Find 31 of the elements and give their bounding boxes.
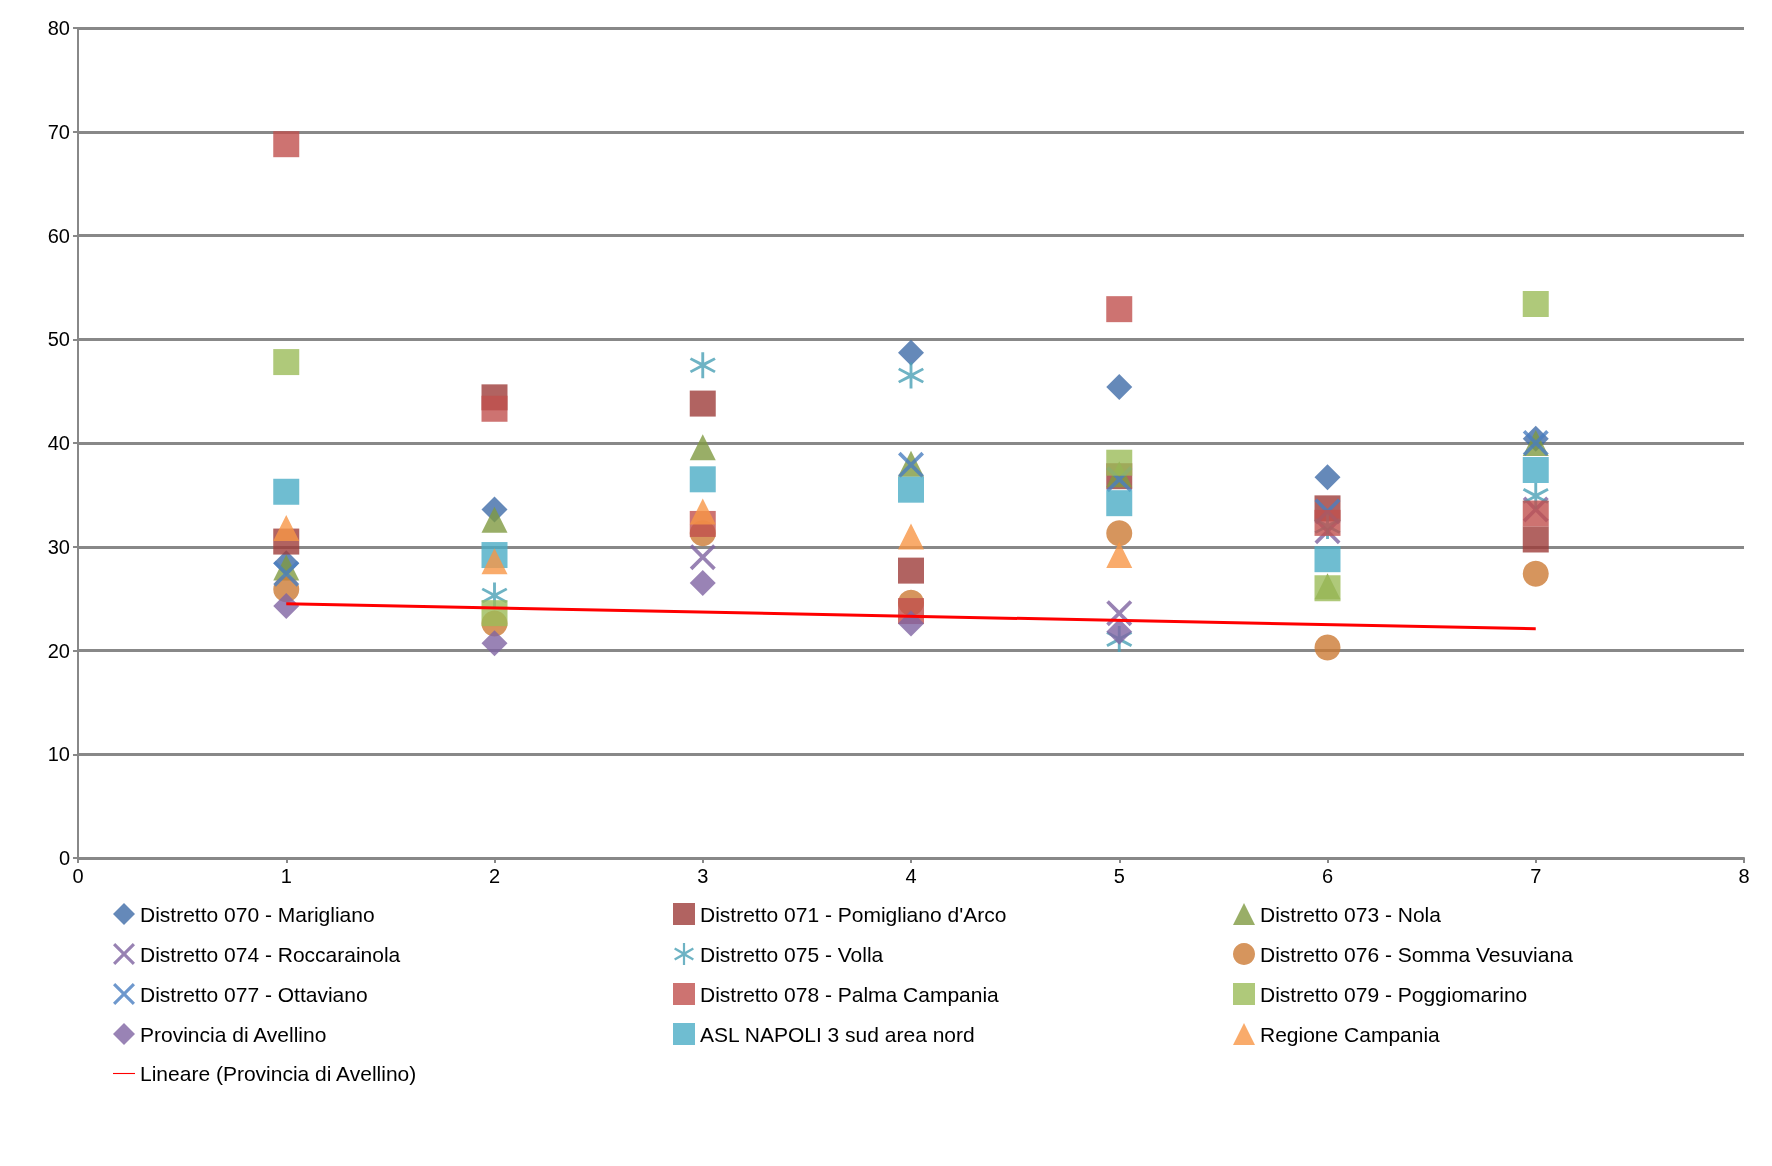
y-tick-label: 50 — [47, 328, 70, 351]
legend-label: Distretto 071 - Pomigliano d'Arco — [700, 902, 1007, 926]
legend-label: Distretto 079 - Poggiomarino — [1260, 982, 1528, 1006]
legend-label: Distretto 075 - Volla — [700, 942, 884, 966]
y-tick-label: 0 — [58, 847, 70, 869]
x-tick-label: 3 — [697, 865, 709, 887]
x-tick-label: 6 — [1321, 865, 1334, 887]
y-tick-label: 30 — [47, 535, 70, 558]
legend-label: Lineare (Provincia di Avellino) — [140, 1062, 417, 1085]
legend-label: Regione Campania — [1260, 1022, 1441, 1046]
y-tick-label: 40 — [47, 432, 70, 454]
x-tick-label: 4 — [905, 865, 917, 887]
legend-label: ASL NAPOLI 3 sud area nord — [700, 1022, 975, 1046]
legend-label: Distretto 078 - Palma Campania — [700, 982, 1000, 1006]
y-tick-label: 10 — [47, 743, 70, 766]
y-tick-label: 80 — [47, 17, 70, 39]
y-tick-label: 20 — [47, 639, 70, 662]
x-tick-label: 2 — [488, 865, 501, 887]
legend-label: Distretto 073 - Nola — [1260, 902, 1442, 926]
legend-label: Distretto 074 - Roccarainola — [140, 942, 401, 966]
legend-label: Distretto 077 - Ottaviano — [140, 982, 368, 1006]
x-tick-label: 8 — [1738, 865, 1750, 887]
x-tick-label: 1 — [280, 865, 292, 887]
legend-label: Distretto 070 - Marigliano — [140, 902, 375, 926]
y-tick-label: 60 — [47, 224, 70, 247]
x-tick-label: 0 — [72, 865, 84, 887]
x-tick-label: 7 — [1530, 865, 1542, 887]
legend-label: Distretto 076 - Somma Vesuviana — [1260, 942, 1574, 966]
y-tick-label: 70 — [47, 120, 70, 143]
legend-label: Provincia di Avellino — [140, 1022, 327, 1046]
x-tick-label: 5 — [1113, 865, 1125, 887]
